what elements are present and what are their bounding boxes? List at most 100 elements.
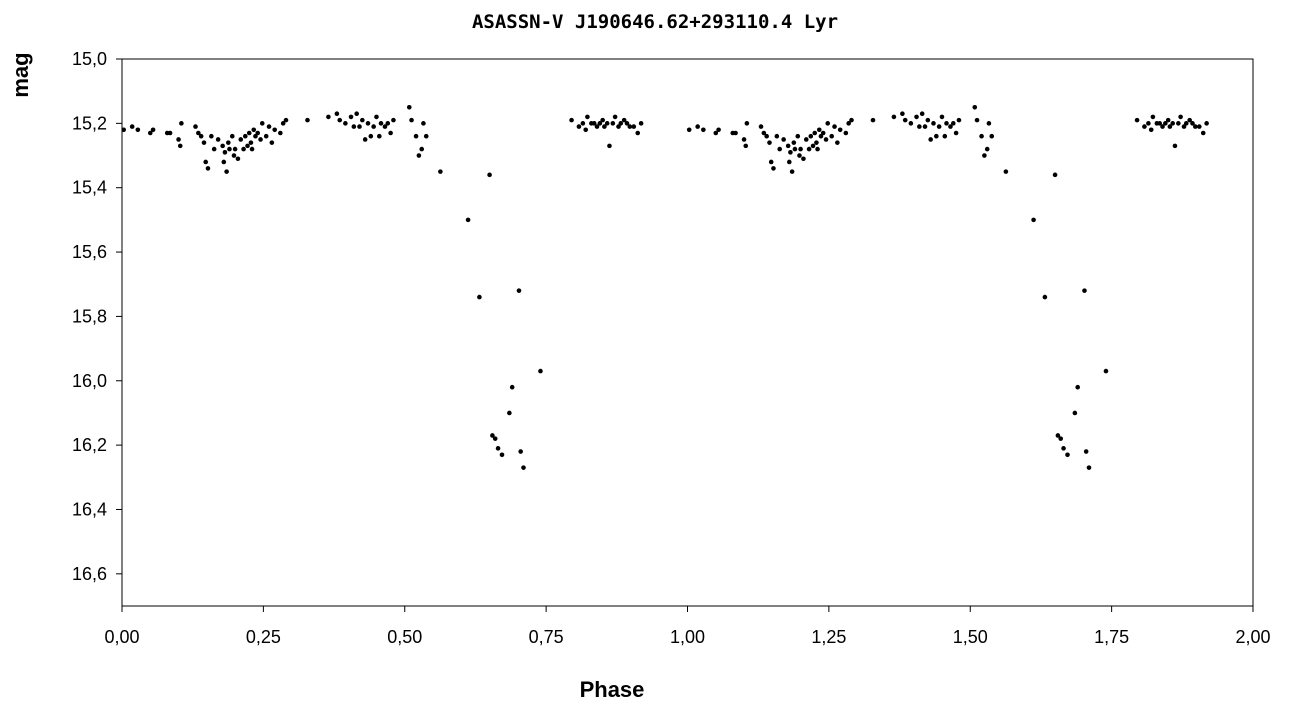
- data-point: [1042, 294, 1048, 300]
- data-point: [600, 117, 605, 123]
- data-point: [1183, 121, 1189, 126]
- data-point: [421, 121, 426, 126]
- data-point: [416, 153, 422, 158]
- data-point: [241, 146, 246, 152]
- data-point: [908, 121, 914, 126]
- data-point: [1190, 121, 1195, 126]
- y-tick-label: 15,2: [72, 113, 107, 133]
- data-point: [835, 140, 840, 145]
- data-point: [1075, 384, 1080, 390]
- data-point: [490, 433, 495, 438]
- data-point: [814, 140, 819, 145]
- data-point: [788, 150, 793, 155]
- data-point: [255, 130, 261, 136]
- data-point: [1003, 169, 1009, 174]
- data-point: [597, 121, 603, 126]
- data-point: [741, 137, 747, 142]
- plot-area-frame: [121, 58, 1254, 607]
- x-tick-label: 0,00: [104, 627, 139, 647]
- data-point: [413, 133, 419, 139]
- data-points: [121, 104, 1209, 470]
- chart-title: ASASSN-V J190646.62+293110.4 Lyr: [472, 11, 838, 33]
- data-point: [227, 146, 232, 152]
- data-point: [220, 143, 225, 149]
- data-point: [201, 140, 207, 145]
- data-point: [1204, 121, 1209, 126]
- data-point: [495, 446, 501, 451]
- data-point: [820, 130, 826, 136]
- data-point: [891, 114, 897, 120]
- data-point: [829, 133, 835, 139]
- data-point: [591, 121, 597, 126]
- x-tick-label: 0,75: [529, 627, 564, 647]
- data-point: [438, 169, 443, 174]
- data-point: [1165, 117, 1171, 123]
- data-point: [758, 124, 764, 129]
- data-point: [382, 124, 388, 129]
- data-point: [129, 124, 135, 129]
- data-point: [1200, 130, 1206, 136]
- data-point: [743, 143, 749, 149]
- data-point: [803, 137, 809, 142]
- data-point: [604, 121, 610, 126]
- data-point: [343, 121, 348, 126]
- data-point: [1148, 127, 1154, 133]
- data-point: [371, 124, 376, 129]
- data-point: [507, 410, 512, 416]
- x-axis-label: Phase: [580, 677, 645, 702]
- y-tick-label: 15,0: [72, 49, 107, 69]
- data-point: [764, 133, 769, 139]
- data-point: [193, 124, 198, 129]
- data-point: [365, 121, 371, 126]
- data-point: [1150, 114, 1156, 120]
- x-axis: 0,00 0,25 0,50 0,75 1,00 1,25 1,50 1,75 2,00: [104, 606, 1271, 647]
- data-point: [919, 111, 925, 116]
- data-point: [253, 133, 258, 139]
- data-point: [516, 288, 522, 293]
- data-point: [798, 146, 803, 152]
- data-point: [610, 121, 616, 126]
- data-point: [177, 143, 183, 149]
- data-point: [176, 137, 181, 142]
- data-point: [846, 121, 851, 126]
- data-point: [221, 159, 227, 165]
- data-point: [238, 137, 244, 142]
- data-point: [1146, 121, 1151, 126]
- data-point: [979, 133, 984, 139]
- data-point: [1086, 465, 1092, 470]
- data-point: [1170, 121, 1175, 126]
- data-point: [354, 111, 359, 116]
- data-point: [767, 140, 772, 145]
- data-point: [1178, 114, 1183, 120]
- data-point: [785, 143, 791, 149]
- data-point: [635, 130, 641, 136]
- y-axis: 15,0 15,2 15,4 15,6 15,8 16,0 16,2 16,4 16,6: [72, 49, 122, 584]
- y-tick-label: 15,8: [72, 306, 107, 326]
- data-point: [1065, 452, 1070, 458]
- data-point: [198, 133, 204, 139]
- data-point: [618, 121, 624, 126]
- y-tick-label: 16,6: [72, 564, 107, 584]
- y-axis-label: mag: [8, 52, 33, 97]
- data-point: [792, 146, 798, 152]
- data-point: [701, 127, 706, 133]
- data-point: [209, 133, 214, 139]
- data-point: [761, 130, 767, 136]
- data-point: [816, 127, 822, 133]
- data-point: [280, 121, 286, 126]
- data-point: [1163, 121, 1168, 126]
- data-point: [409, 117, 414, 123]
- x-tick-label: 0,50: [387, 627, 422, 647]
- data-point: [870, 117, 876, 123]
- data-point: [272, 127, 277, 133]
- data-point: [179, 121, 184, 126]
- y-tick-label: 16,0: [72, 371, 107, 391]
- data-point: [521, 465, 526, 470]
- data-point: [810, 143, 816, 149]
- data-point: [944, 121, 949, 126]
- data-point: [950, 121, 956, 126]
- data-point: [231, 153, 237, 158]
- data-point: [914, 114, 919, 120]
- data-point: [378, 121, 384, 126]
